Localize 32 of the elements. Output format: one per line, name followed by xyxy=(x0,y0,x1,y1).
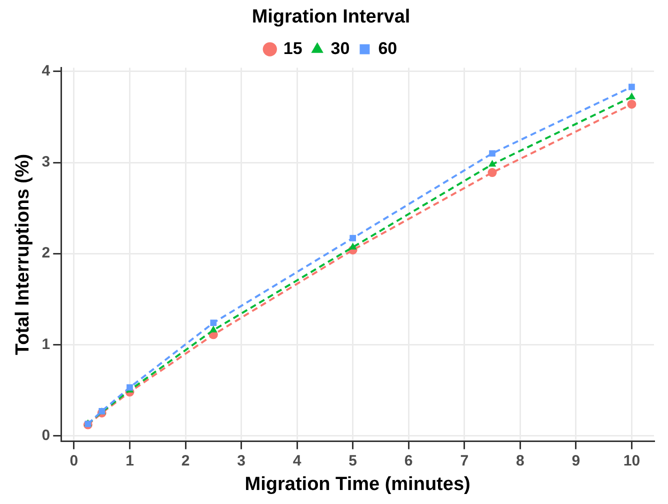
point xyxy=(350,234,356,242)
point xyxy=(489,150,496,157)
x-tick-label: 10 xyxy=(623,452,640,470)
y-tick-label: 1 xyxy=(42,336,50,353)
x-tick-label: 0 xyxy=(70,452,78,470)
y-tick-label: 2 xyxy=(42,244,50,262)
point xyxy=(628,92,636,100)
point xyxy=(488,168,497,178)
x-tick-label: 1 xyxy=(126,452,134,470)
legend-label: 30 xyxy=(330,38,350,58)
point xyxy=(627,100,636,109)
x-tick-label: 7 xyxy=(460,452,469,470)
legend-title: Migration Interval xyxy=(252,6,410,28)
x-tick-label: 2 xyxy=(181,452,190,470)
y-tick-label: 4 xyxy=(42,62,51,80)
x-tick-label: 6 xyxy=(404,452,413,470)
x-tick-label: 3 xyxy=(237,452,246,470)
point xyxy=(628,84,635,90)
x-axis-title: Migration Time (minutes) xyxy=(244,474,470,495)
legend-label: 15 xyxy=(283,38,302,58)
x-tick-label: 5 xyxy=(348,452,357,470)
y-axis-title: Total Interruptions (%) xyxy=(12,154,34,356)
x-tick-label: 8 xyxy=(516,452,524,470)
point xyxy=(348,242,357,250)
y-tick-label: 3 xyxy=(42,154,50,171)
point xyxy=(488,160,496,167)
point xyxy=(210,326,218,332)
point xyxy=(210,320,217,326)
x-tick-label: 4 xyxy=(292,452,302,470)
y-tick-label: 0 xyxy=(42,426,50,444)
legend-label: 60 xyxy=(378,38,398,58)
x-tick-label: 9 xyxy=(572,452,580,470)
